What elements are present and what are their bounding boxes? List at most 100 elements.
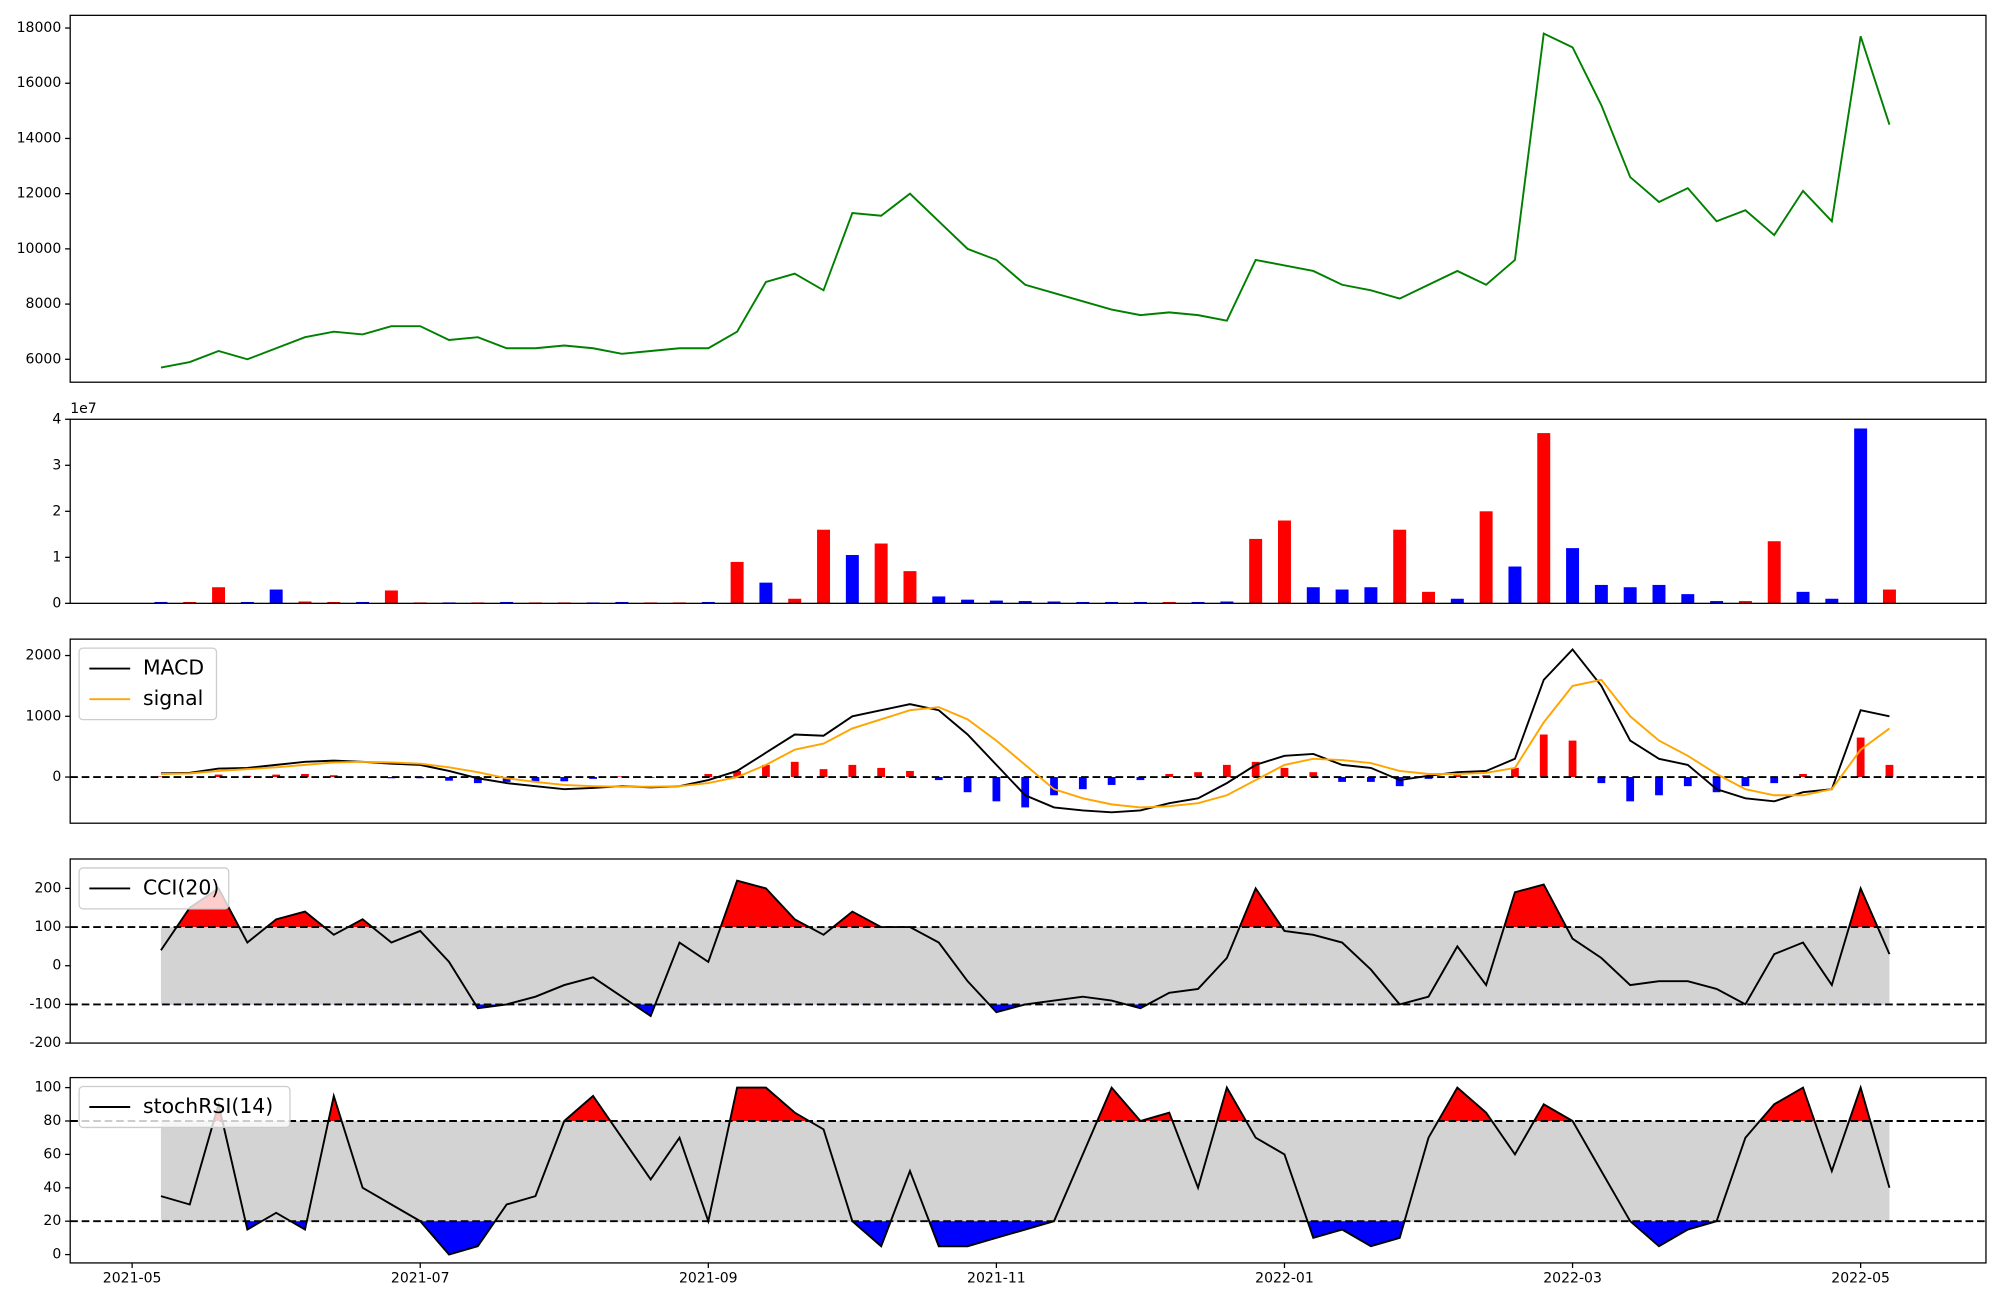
volume-bar bbox=[1422, 591, 1435, 604]
x-tick-label: 2021-09 bbox=[679, 1270, 738, 1286]
histogram-bar bbox=[1597, 777, 1606, 784]
volume-bar bbox=[1133, 601, 1147, 604]
legend-box bbox=[78, 867, 230, 910]
y-tick-label: 200 bbox=[34, 880, 61, 896]
histogram-bar bbox=[934, 777, 943, 781]
y-tick-label: 18000 bbox=[17, 20, 62, 36]
histogram-bar bbox=[1395, 777, 1404, 787]
histogram-bar bbox=[1655, 777, 1663, 796]
legend-label: CCI(20) bbox=[143, 875, 219, 899]
x-tick-label: 2021-05 bbox=[103, 1270, 162, 1286]
panel: 6000 8000 10000 12000 14000 16000 18000 bbox=[17, 14, 1987, 383]
histogram-bar bbox=[445, 777, 453, 781]
volume-bar bbox=[1335, 589, 1349, 604]
series-line bbox=[160, 648, 1890, 814]
y-tick-label: 20 bbox=[43, 1213, 61, 1229]
overbought-fill bbox=[176, 880, 1878, 928]
volume-bar bbox=[1479, 511, 1493, 604]
threshold-band bbox=[160, 927, 1890, 1005]
y-tick-label: 60 bbox=[43, 1146, 61, 1162]
volume-bar bbox=[989, 600, 1003, 604]
panel-frame bbox=[69, 638, 1987, 824]
volume-bar bbox=[615, 601, 629, 604]
series-line bbox=[160, 32, 1891, 369]
volume-bar bbox=[903, 571, 917, 604]
volume-bar bbox=[788, 598, 802, 604]
volume-bar bbox=[1681, 594, 1695, 604]
volume-bar bbox=[1393, 529, 1407, 604]
histogram-bar bbox=[1222, 764, 1231, 778]
histogram-bar bbox=[704, 773, 713, 778]
histogram-bar bbox=[1741, 777, 1750, 787]
volume-bar bbox=[1047, 601, 1061, 604]
volume-bar bbox=[730, 561, 744, 604]
histogram-bar bbox=[1078, 777, 1087, 790]
y-tick-label: 14000 bbox=[17, 130, 62, 146]
volume-bar bbox=[845, 555, 859, 604]
histogram-bar bbox=[1194, 772, 1202, 778]
volume-bar bbox=[1162, 601, 1176, 604]
volume-bar bbox=[384, 590, 398, 604]
histogram-bar bbox=[1712, 777, 1721, 793]
volume-bar bbox=[1249, 538, 1263, 604]
legend-label: MACD bbox=[143, 656, 204, 680]
histogram-bar bbox=[1309, 772, 1318, 778]
volume-bar bbox=[154, 601, 168, 604]
y-tick-label: 1000 bbox=[26, 708, 62, 724]
offset-text: 1e7 bbox=[70, 401, 97, 417]
y-tick-label: 10000 bbox=[17, 241, 62, 257]
legend-label: signal bbox=[143, 686, 203, 710]
y-tick-label: 0 bbox=[52, 595, 61, 611]
volume-bar bbox=[1191, 601, 1205, 604]
histogram-bar bbox=[1453, 775, 1462, 778]
histogram-bar bbox=[877, 767, 886, 778]
volume-bar bbox=[1076, 601, 1090, 604]
y-tick-label: -200 bbox=[29, 1035, 61, 1051]
volume-bar bbox=[1566, 548, 1580, 604]
panel-frame bbox=[69, 14, 1987, 383]
volume-bar bbox=[874, 543, 888, 604]
y-tick-label: 2000 bbox=[26, 648, 62, 664]
histogram-bar bbox=[963, 777, 972, 793]
y-tick-label: 2 bbox=[52, 503, 61, 519]
histogram-bar bbox=[1856, 737, 1865, 778]
volume-bar bbox=[1882, 589, 1896, 604]
histogram-bar bbox=[214, 774, 223, 778]
volume-bar bbox=[183, 601, 197, 604]
panel: 0 20 40 60 80 100 stochRSI(14) bbox=[34, 1076, 1987, 1264]
volume-bar bbox=[1623, 587, 1637, 604]
series-line bbox=[160, 678, 1891, 809]
volume-bar bbox=[932, 596, 946, 604]
volume-bar bbox=[356, 601, 370, 604]
x-tick-label: 2022-03 bbox=[1543, 1270, 1602, 1286]
volume-bar bbox=[1796, 591, 1810, 604]
histogram-bar bbox=[1770, 777, 1779, 784]
volume-bar bbox=[701, 601, 715, 604]
histogram-bar bbox=[1683, 777, 1692, 787]
histogram-bar bbox=[473, 777, 482, 784]
volume-bar bbox=[212, 587, 226, 604]
histogram-bar bbox=[1539, 734, 1548, 778]
volume-bar bbox=[1710, 601, 1724, 604]
panel: -200 -100 0 100 200 CCI(20) bbox=[29, 858, 1987, 1051]
series-line bbox=[160, 1084, 1891, 1256]
volume-bar bbox=[759, 582, 773, 604]
histogram-bar bbox=[1626, 777, 1635, 802]
histogram-bar bbox=[157, 776, 165, 778]
histogram-bar bbox=[301, 773, 309, 778]
histogram-bar bbox=[1338, 777, 1346, 782]
histogram-bar bbox=[733, 770, 742, 778]
volume-bar bbox=[500, 601, 514, 604]
histogram-bar bbox=[762, 764, 770, 778]
histogram-bar bbox=[1511, 767, 1519, 778]
y-tick-label: 100 bbox=[34, 919, 61, 935]
histogram-bar bbox=[387, 777, 396, 779]
volume-bar bbox=[269, 589, 283, 604]
x-tick-label: 2022-05 bbox=[1831, 1270, 1890, 1286]
y-tick-label: 0 bbox=[52, 769, 61, 785]
volume-bar bbox=[1537, 433, 1551, 604]
volume-bar bbox=[1738, 601, 1752, 604]
volume-bar bbox=[327, 601, 341, 604]
y-tick-label: 80 bbox=[43, 1113, 61, 1129]
panel: 0 1 2 3 4 1e7 bbox=[52, 401, 1987, 611]
